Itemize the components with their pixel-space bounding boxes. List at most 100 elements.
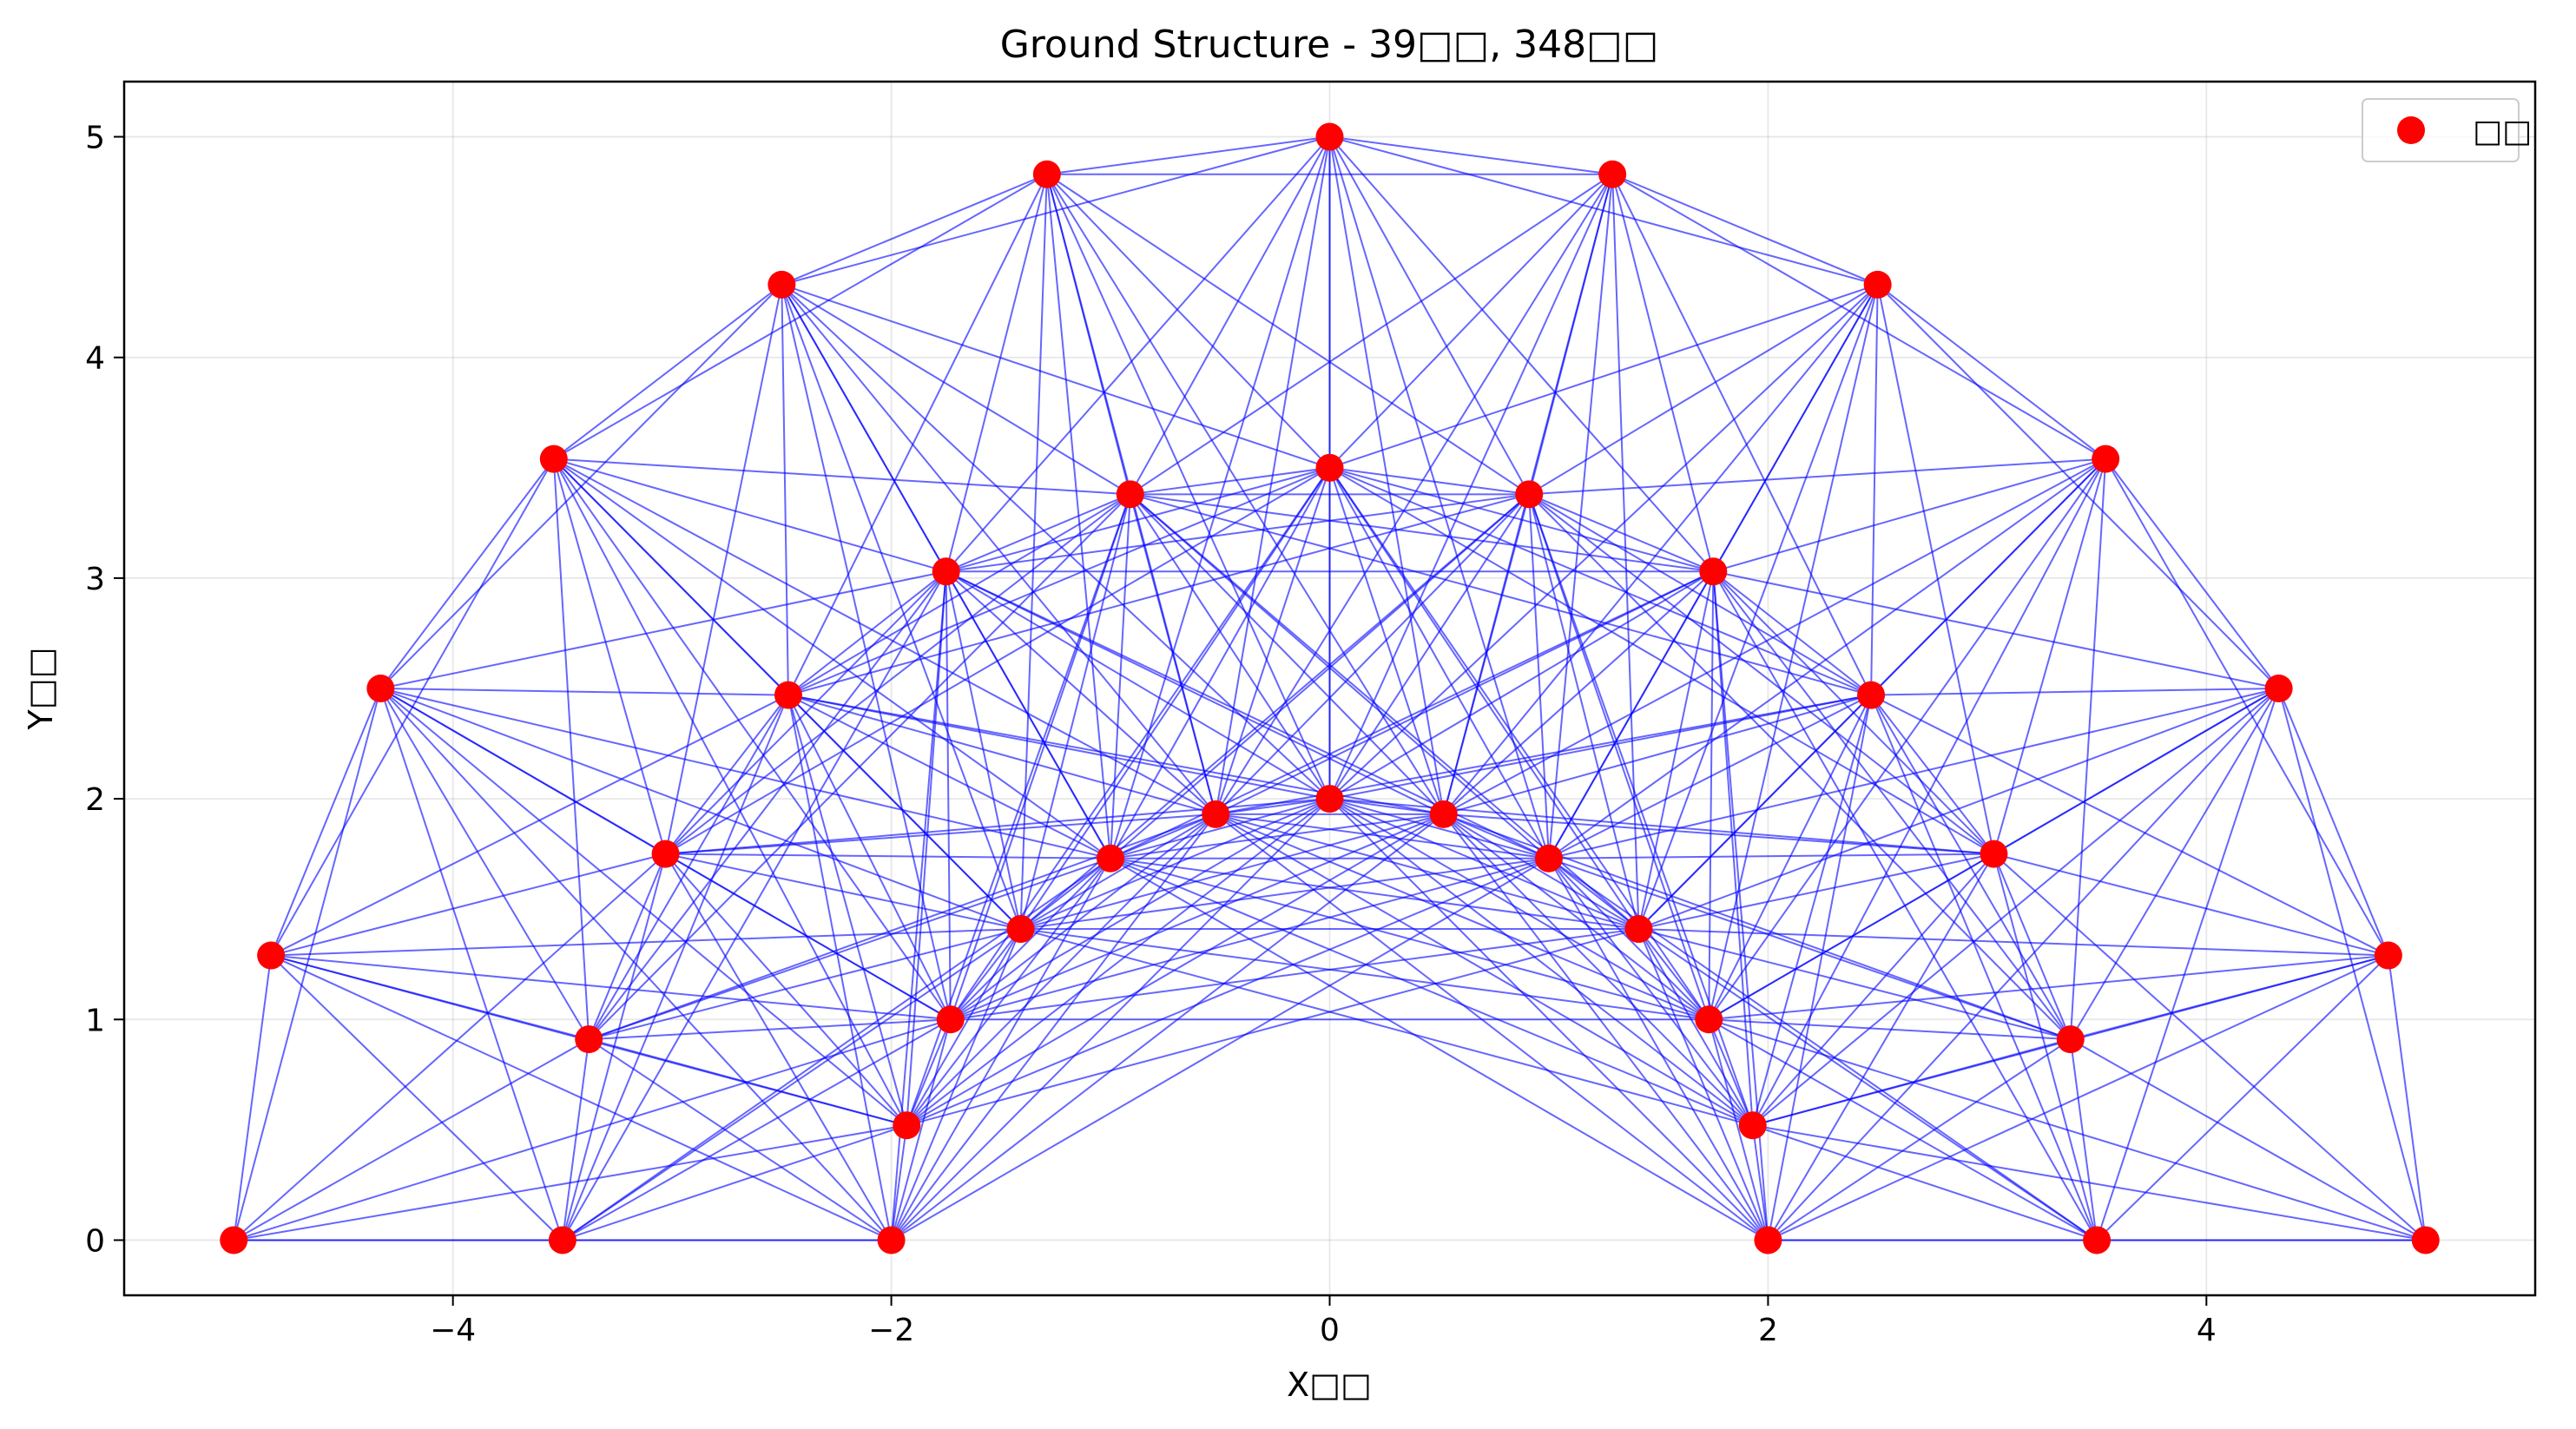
y-tick-label: 0 bbox=[85, 1223, 105, 1259]
member-line bbox=[787, 694, 1216, 815]
node-point bbox=[651, 840, 680, 868]
member-line bbox=[1528, 494, 1640, 930]
member-line bbox=[1548, 857, 2072, 1041]
member-line bbox=[1752, 688, 2280, 1127]
member-line bbox=[553, 458, 1130, 496]
member-line bbox=[2387, 955, 2427, 1241]
member-line bbox=[379, 688, 893, 1241]
member-line bbox=[787, 570, 947, 696]
member-line bbox=[781, 284, 1216, 815]
node-point bbox=[1980, 840, 2008, 868]
member-line bbox=[553, 284, 782, 460]
member-line bbox=[1328, 284, 1879, 800]
member-line bbox=[1110, 136, 1331, 859]
member-line bbox=[1215, 813, 1769, 1241]
member-line bbox=[890, 1125, 908, 1241]
member-line bbox=[1708, 1018, 2098, 1241]
member-line bbox=[2070, 1038, 2427, 1241]
x-tick-label: 0 bbox=[1320, 1313, 1340, 1348]
member-line bbox=[664, 853, 893, 1241]
member-line bbox=[1130, 493, 1872, 696]
member-line bbox=[906, 858, 1111, 1126]
member-line bbox=[945, 571, 952, 1020]
member-line bbox=[1045, 174, 1112, 859]
member-line bbox=[906, 857, 1550, 1127]
member-line bbox=[949, 493, 1131, 1020]
member-line bbox=[2096, 954, 2389, 1241]
member-line bbox=[270, 954, 893, 1241]
node-point bbox=[1097, 844, 1125, 873]
member-line bbox=[1215, 813, 1639, 931]
member-line bbox=[1328, 136, 1531, 495]
member-line bbox=[1328, 174, 1614, 800]
member-line bbox=[1020, 813, 1216, 930]
member-line bbox=[1637, 928, 1769, 1241]
member-line bbox=[1130, 466, 1330, 496]
member-line bbox=[1528, 493, 1754, 1126]
member-line bbox=[781, 284, 1022, 930]
member-line bbox=[906, 493, 1131, 1126]
x-axis-label: X□□ bbox=[1287, 1366, 1372, 1404]
member-line bbox=[1548, 694, 1872, 859]
node-point bbox=[1315, 785, 1344, 813]
member-line bbox=[379, 458, 555, 689]
member-line bbox=[787, 695, 908, 1126]
member-line bbox=[1443, 458, 2106, 815]
member-line bbox=[2069, 688, 2280, 1040]
member-line bbox=[945, 174, 1048, 572]
node-point bbox=[1006, 915, 1035, 944]
member-line bbox=[1637, 928, 1754, 1126]
member-line bbox=[1110, 494, 1131, 859]
member-line bbox=[2105, 458, 2280, 689]
member-line bbox=[379, 688, 590, 1040]
member-line bbox=[562, 1124, 907, 1241]
y-tick-label: 4 bbox=[85, 341, 105, 377]
member-line bbox=[1637, 928, 2098, 1241]
member-line bbox=[1046, 173, 1530, 496]
member-line bbox=[906, 798, 1331, 1127]
member-line bbox=[1020, 928, 1753, 1127]
node-point bbox=[877, 1226, 906, 1254]
member-line bbox=[1548, 857, 2098, 1241]
member-line bbox=[1528, 494, 1550, 859]
node-point bbox=[1315, 453, 1344, 482]
member-line bbox=[949, 467, 1331, 1020]
node-point bbox=[366, 675, 395, 702]
member-line bbox=[1328, 467, 1710, 1020]
legend-label: □□ bbox=[2473, 114, 2532, 149]
member-line bbox=[1528, 493, 1995, 855]
member-line bbox=[1019, 494, 1131, 930]
member-line bbox=[1993, 853, 2389, 957]
node-point bbox=[1699, 557, 1728, 586]
member-line bbox=[588, 813, 1216, 1041]
member-line bbox=[271, 954, 951, 1021]
member-line bbox=[1110, 857, 1769, 1241]
member-line bbox=[1870, 695, 2098, 1241]
x-tick-label: −4 bbox=[430, 1313, 476, 1348]
node-point bbox=[1624, 915, 1653, 944]
member-line bbox=[1712, 570, 2098, 1241]
member-line bbox=[561, 695, 789, 1241]
member-line bbox=[1528, 283, 1879, 496]
y-tick-label: 5 bbox=[85, 121, 105, 156]
member-line bbox=[1767, 853, 1995, 1241]
member-line bbox=[1877, 284, 2106, 460]
node-point bbox=[1534, 844, 1563, 873]
node-point bbox=[539, 445, 568, 473]
member-line bbox=[1129, 136, 1331, 495]
member-line bbox=[1638, 928, 2072, 1041]
member-line bbox=[665, 466, 1331, 855]
member-line bbox=[1870, 695, 1995, 855]
node-point bbox=[548, 1226, 576, 1254]
member-line bbox=[1329, 798, 1639, 930]
node-point bbox=[1429, 800, 1458, 828]
member-line bbox=[588, 853, 667, 1040]
node-point bbox=[1857, 681, 1886, 709]
node-point bbox=[1315, 122, 1344, 151]
member-line bbox=[1215, 570, 1714, 815]
member-line bbox=[1443, 813, 1550, 859]
member-line bbox=[1020, 813, 1445, 931]
member-line bbox=[1548, 853, 1994, 859]
member-line bbox=[1110, 813, 1216, 859]
member-line bbox=[1045, 174, 1331, 800]
